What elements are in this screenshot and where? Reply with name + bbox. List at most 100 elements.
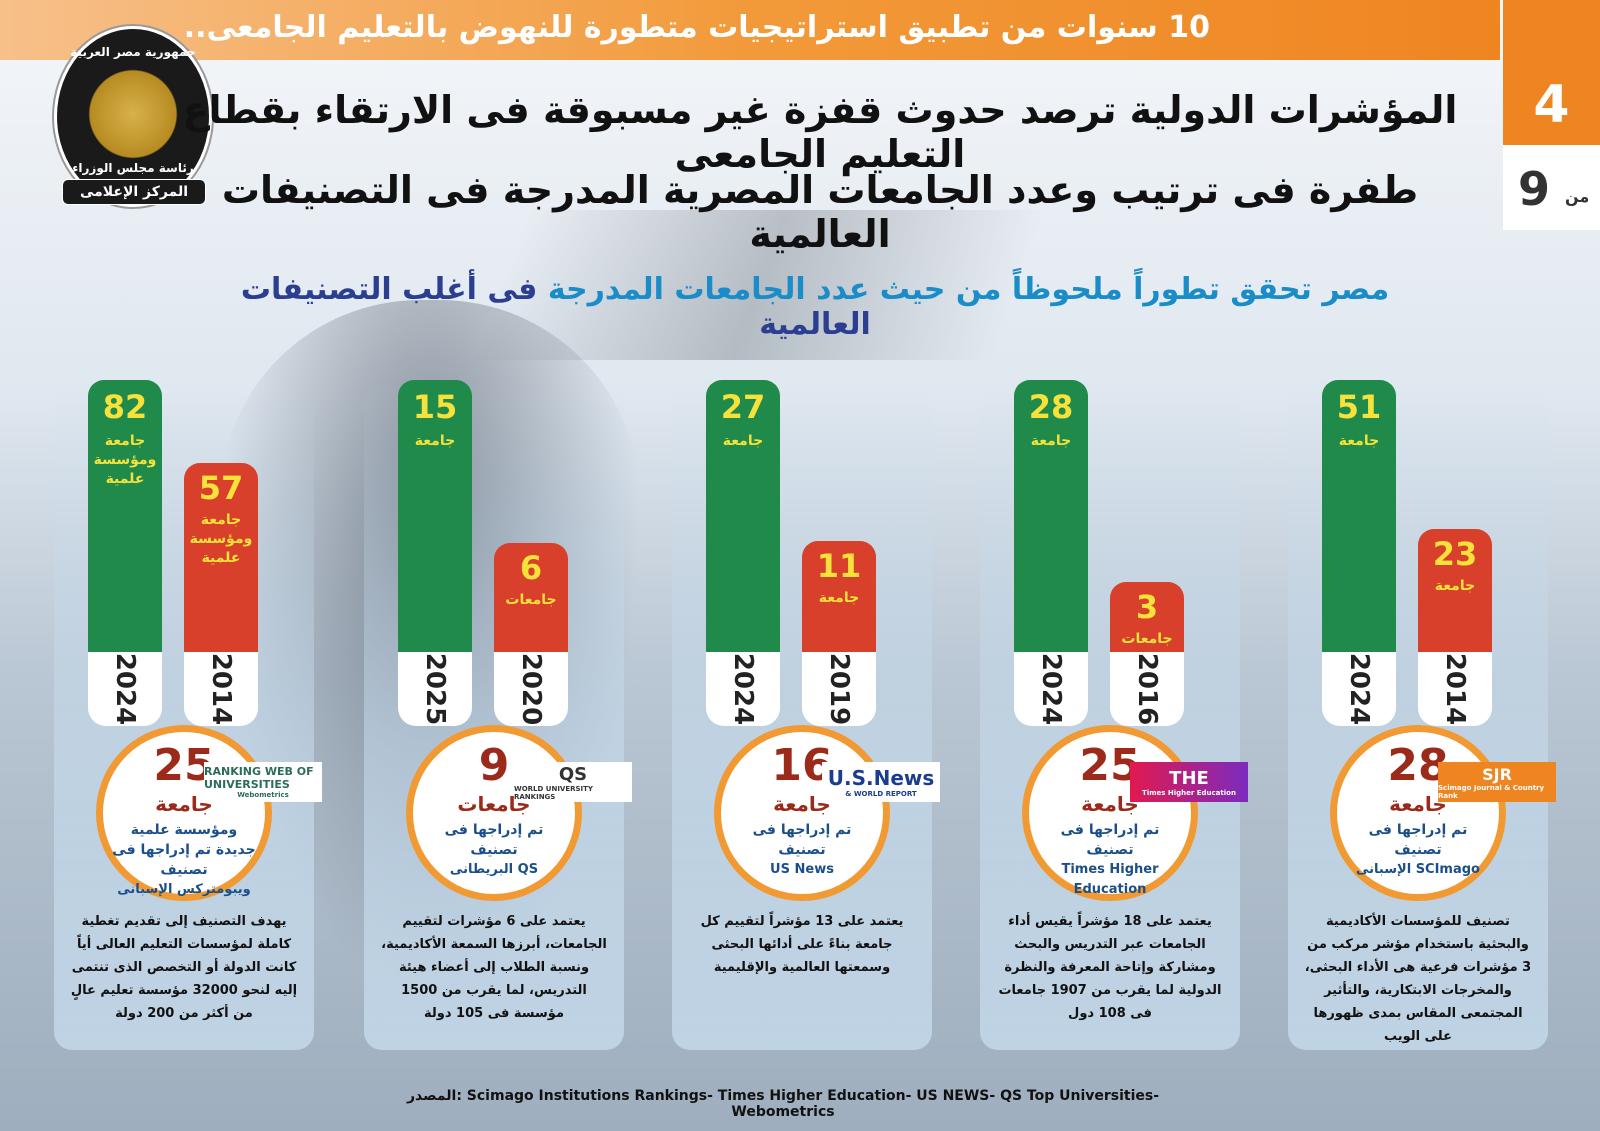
bar-current-year: 2024 bbox=[110, 652, 140, 726]
ranking-description: يهدف التصنيف إلى تقديم تغطية كاملة لمؤسس… bbox=[70, 914, 298, 1021]
new-entries-unit: جامعة bbox=[773, 792, 831, 816]
bar-baseline bbox=[184, 463, 258, 652]
bar-current-unit: جامعة bbox=[722, 433, 764, 449]
bar-current-year: 2025 bbox=[420, 652, 450, 726]
top-banner: 10 سنوات من تطبيق استراتيجيات متطورة للن… bbox=[0, 0, 1500, 60]
bar-baseline-year: 2020 bbox=[516, 652, 546, 726]
bar-baseline-unit: جامعة bbox=[818, 590, 860, 606]
brand-name: THE bbox=[1169, 767, 1209, 789]
bar-baseline bbox=[494, 543, 568, 652]
new-entries-description: تم إدراجها فى تصنيف Times Higher Educatio… bbox=[1037, 820, 1183, 900]
ranking-card-usnews: 27 جامعة 2024 11 جامعة 2019 16 جامعة تم إدراجها … bbox=[672, 380, 940, 1050]
bar-baseline-year: 2014 bbox=[1440, 652, 1470, 726]
brand-logo-webometrics: RANKING WEB OF UNIVERSITIES Webometrics bbox=[204, 762, 322, 802]
logo-top-text: جمهورية مصر العربية bbox=[70, 45, 196, 59]
bar-baseline bbox=[802, 541, 876, 652]
desc-line-1: تم إدراجها فى تصنيف bbox=[1060, 822, 1160, 858]
bar-baseline-base bbox=[494, 652, 568, 726]
bar-current-base bbox=[398, 652, 472, 726]
bar-current-base bbox=[706, 652, 780, 726]
ranking-description: يعتمد على 13 مؤشراً لتقييم كل جامعة بناء… bbox=[700, 914, 904, 975]
bar-baseline bbox=[1418, 529, 1492, 652]
bar-current-unit: جامعة bbox=[414, 433, 456, 449]
bar-baseline-unit: جامعات bbox=[505, 592, 557, 608]
bar-baseline-value: 23 bbox=[1432, 535, 1478, 573]
new-entries-circle: 28 جامعة تم إدراجها فى تصنيف SCImago الإسبا… bbox=[1330, 725, 1506, 901]
bar-current bbox=[1014, 380, 1088, 652]
desc-line-2: US News bbox=[770, 862, 834, 877]
brand-subtitle: WORLD UNIVERSITY RANKINGS bbox=[514, 784, 593, 801]
subtitle-part-2: فى أغلب التصنيفات العالمية bbox=[240, 272, 871, 342]
new-entries-description: تم إدراجها فى تصنيف QS البريطانى bbox=[421, 820, 567, 880]
bar-current-base bbox=[88, 652, 162, 726]
new-entries-circle: 25 جامعة تم إدراجها فى تصنيف Times Higher E… bbox=[1022, 725, 1198, 901]
logo-bottom-text: المركز الإعلامى bbox=[62, 179, 206, 205]
bar-current-year: 2024 bbox=[1344, 652, 1374, 726]
ranking-card-qs: 15 جامعة 2025 6 جامعات 2020 9 جامعات تم إدراجها … bbox=[364, 380, 632, 1050]
logo-mid-text: رئاسة مجلس الوزراء bbox=[72, 161, 194, 175]
eagle-emblem-icon bbox=[87, 59, 179, 169]
brand-subtitle: Times Higher Education bbox=[1142, 788, 1236, 797]
bar-current-base bbox=[1014, 652, 1088, 726]
brand-subtitle: Webometrics bbox=[237, 791, 289, 799]
bar-baseline bbox=[1110, 582, 1184, 652]
ranking-card-sjr: 51 جامعة 2024 23 جامعة 2014 28 جامعة تم إدراجها … bbox=[1288, 380, 1556, 1050]
headline-line-1: المؤشرات الدولية ترصد حدوث قفزة غير مسبو… bbox=[182, 88, 1458, 176]
ranking-card-the: 28 جامعة 2024 3 جامعات 2016 25 جامعة تم إدراجها … bbox=[980, 380, 1248, 1050]
bar-baseline-year: 2014 bbox=[206, 652, 236, 726]
ranking-description: يعتمد على 6 مؤشرات لتقييم الجامعات، أبرز… bbox=[381, 914, 607, 1021]
page-current: 4 bbox=[1503, 0, 1600, 145]
bar-current-base bbox=[1322, 652, 1396, 726]
source-note: المصدر: Scimago Institutions Rankings- T… bbox=[406, 1088, 1160, 1120]
new-entries-circle: 9 جامعات تم إدراجها فى تصنيف QS البريطانى bbox=[406, 725, 582, 901]
ranking-description: تصنيف للمؤسسات الأكاديمية والبحثية باستخ… bbox=[1304, 914, 1532, 1044]
bar-baseline-unit: جامعة bbox=[1434, 578, 1476, 594]
subtitle-part-1: مصر تحقق تطوراً ملحوظاً من حيث عدد الجام… bbox=[547, 272, 1390, 307]
top-banner-text: 10 سنوات من تطبيق استراتيجيات متطورة للن… bbox=[183, 10, 1210, 45]
brand-subtitle: Scimago Journal & Country Rank bbox=[1438, 783, 1545, 800]
bar-baseline-value: 11 bbox=[816, 547, 862, 585]
bar-current-value: 15 bbox=[412, 388, 458, 426]
ranking-description: يعتمد على 18 مؤشراً يقيس أداء الجامعات ع… bbox=[998, 914, 1222, 1021]
brand-logo-the: THE Times Higher Education bbox=[1130, 762, 1248, 802]
desc-line-2: QS البريطانى bbox=[449, 862, 539, 877]
desc-line-2: ويبومتركس الإسبانى bbox=[117, 882, 251, 897]
new-entries-circle: 16 جامعة تم إدراجها فى تصنيف US News bbox=[714, 725, 890, 901]
bar-current-value: 82 bbox=[102, 388, 148, 426]
page-of-label: من bbox=[1565, 187, 1590, 206]
page-total: 9 bbox=[1518, 162, 1551, 216]
headline-line-2: طفرة فى ترتيب وعدد الجامعات المصرية المد… bbox=[221, 168, 1419, 256]
bar-baseline-base bbox=[184, 652, 258, 726]
bar-baseline-base bbox=[1418, 652, 1492, 726]
new-entries-description: تم إدراجها فى تصنيف SCImago الإسبانى bbox=[1345, 820, 1491, 880]
bar-baseline-value: 57 bbox=[198, 469, 244, 507]
brand-name: RANKING WEB OF UNIVERSITIES bbox=[204, 765, 314, 791]
subtitle: مصر تحقق تطوراً ملحوظاً من حيث عدد الجام… bbox=[200, 272, 1430, 342]
bar-baseline-unit: جامعة ومؤسسة علمية bbox=[189, 512, 253, 566]
bar-baseline-base bbox=[1110, 652, 1184, 726]
bar-current bbox=[398, 380, 472, 652]
bar-current-unit: جامعة ومؤسسة علمية bbox=[93, 433, 157, 487]
bar-baseline-value: 3 bbox=[1135, 588, 1159, 626]
bar-current-year: 2024 bbox=[1036, 652, 1066, 726]
bar-baseline-base bbox=[802, 652, 876, 726]
bar-baseline-value: 6 bbox=[519, 549, 543, 587]
new-entries-description: تم إدراجها فى تصنيف US News bbox=[729, 820, 875, 880]
new-entries-unit: جامعة bbox=[1081, 792, 1139, 816]
bar-current-year: 2024 bbox=[728, 652, 758, 726]
bar-current-unit: جامعة bbox=[1030, 433, 1072, 449]
brand-logo-usnews: U.S.News & WORLD REPORT bbox=[822, 762, 940, 802]
brand-name: SJR bbox=[1482, 764, 1512, 784]
ranking-card-webometrics: 82 جامعة ومؤسسة علمية 2024 57 جامعة ومؤسسة ع… bbox=[54, 380, 322, 1050]
media-center-logo: جمهورية مصر العربية رئاسة مجلس الوزراء ا… bbox=[54, 26, 212, 207]
new-entries-number: 9 bbox=[478, 740, 510, 791]
bar-current-unit: جامعة bbox=[1338, 433, 1380, 449]
new-entries-unit: جامعة bbox=[1389, 792, 1447, 816]
new-entries-circle: 25 جامعة ومؤسسة علمية جديدة تم إدراجها فى … bbox=[96, 725, 272, 901]
bar-current-value: 27 bbox=[720, 388, 766, 426]
new-entries-description: ومؤسسة علمية جديدة تم إدراجها فى تصنيف وي… bbox=[111, 820, 257, 900]
bar-current bbox=[706, 380, 780, 652]
brand-name: U.S.News bbox=[827, 766, 935, 790]
desc-line-2: Times Higher Education bbox=[1061, 862, 1159, 897]
bar-current-value: 28 bbox=[1028, 388, 1074, 426]
